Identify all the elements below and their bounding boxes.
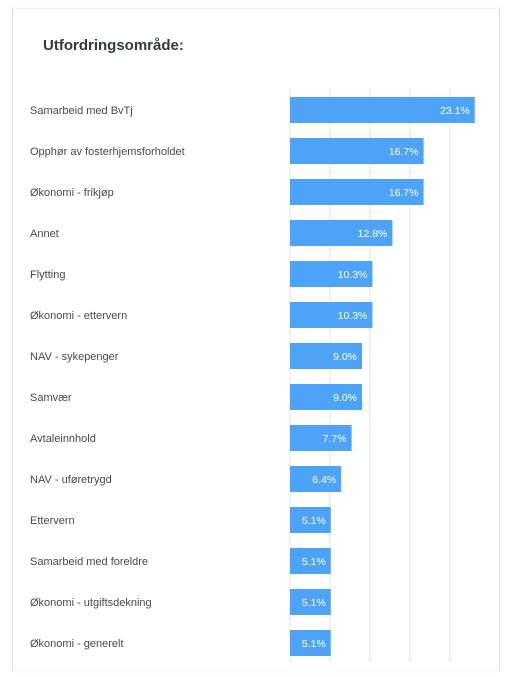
bar [290,630,331,656]
bar [290,548,331,574]
category-label: Samarbeid med BvTj [30,105,133,117]
category-label: Økonomi - frikjøp [30,187,114,199]
value-label: 9.0% [333,351,357,363]
category-label: Opphør av fosterhjemsforholdet [30,146,185,158]
value-label: 16.7% [389,187,419,199]
bar [290,589,331,615]
bar [290,302,373,328]
bar [290,138,424,164]
category-label: Annet [30,228,59,240]
bar [290,466,342,492]
value-label: 10.3% [338,269,368,281]
category-label: Avtaleinnhold [30,433,96,445]
bar [290,179,424,205]
category-label: Flytting [30,269,65,281]
bar [290,343,362,369]
value-label: 5.1% [302,556,326,568]
value-label: 16.7% [389,146,419,158]
value-label: 5.1% [302,515,326,527]
category-label: Økonomi - utgiftsdekning [30,597,152,609]
bar [290,425,352,451]
category-label: Økonomi - ettervern [30,310,127,322]
value-label: 23.1% [440,105,470,117]
value-label: 5.1% [302,638,326,650]
value-label: 7.7% [323,433,347,445]
chart-title: Utfordringsområde: [43,37,184,54]
category-label: Økonomi - generelt [30,638,124,650]
bar [290,97,475,123]
value-label: 9.0% [333,392,357,404]
bar [290,220,393,246]
bar [290,384,362,410]
value-label: 12.8% [358,228,388,240]
value-label: 10.3% [338,310,368,322]
category-label: Samvær [30,392,72,404]
bar [290,507,331,533]
value-label: 6.4% [312,474,336,486]
category-label: Samarbeid med foreldre [30,556,148,568]
category-label: NAV - uføretrygd [30,474,112,486]
category-label: NAV - sykepenger [30,351,119,363]
bar [290,261,373,287]
value-label: 5.1% [302,597,326,609]
category-label: Ettervern [30,515,75,527]
